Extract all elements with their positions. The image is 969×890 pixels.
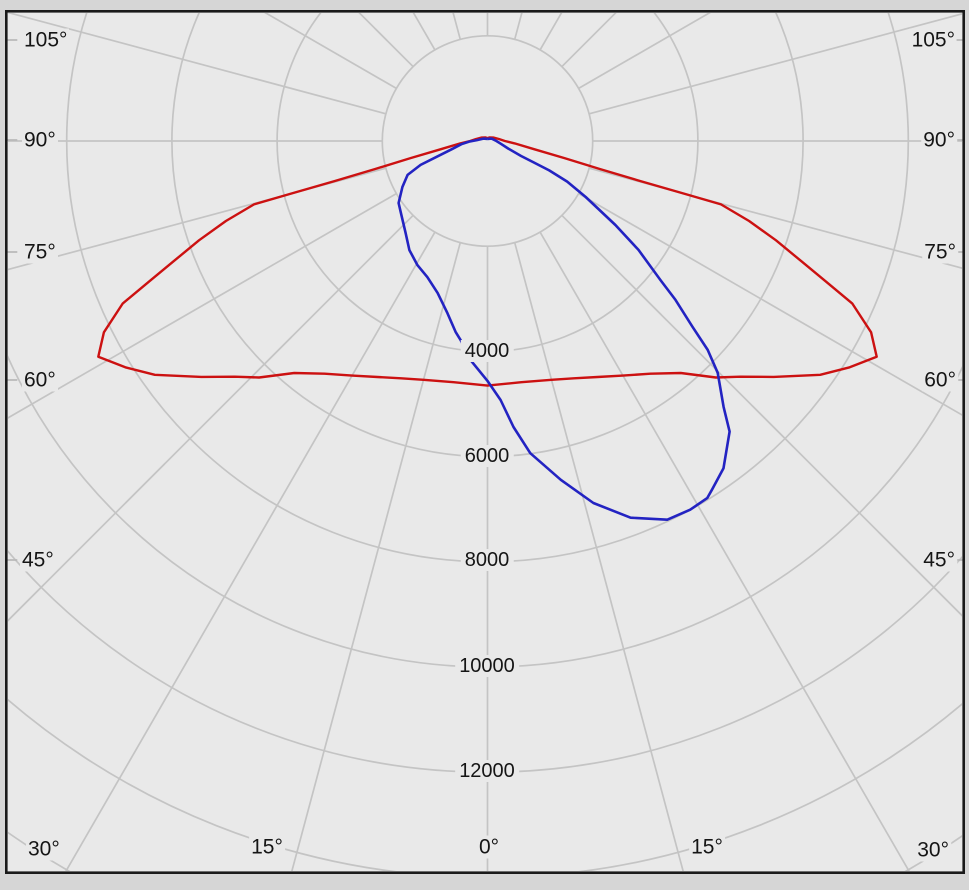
grid-spoke-330 [65, 231, 436, 871]
grid-spoke-255 [8, 13, 387, 115]
grid-spoke-15 [513, 242, 684, 871]
grid-spoke-315 [8, 214, 414, 622]
grid-spoke-45 [561, 214, 962, 617]
grid-spoke-345 [291, 242, 462, 871]
grid-spoke-105 [588, 13, 962, 115]
grid-spoke-300 [8, 192, 397, 419]
grid-spoke-60 [578, 192, 962, 416]
grid-spoke-285 [8, 167, 387, 271]
grid-circle-2000 [381, 34, 594, 248]
plot-background [6, 11, 964, 873]
red-intensity-curve [97, 136, 878, 387]
grid-spoke-30 [539, 231, 910, 871]
plot-border [5, 10, 966, 875]
blue-intensity-curve [397, 137, 731, 521]
intensity-curves [97, 136, 878, 521]
grid-spoke-75 [588, 167, 962, 270]
